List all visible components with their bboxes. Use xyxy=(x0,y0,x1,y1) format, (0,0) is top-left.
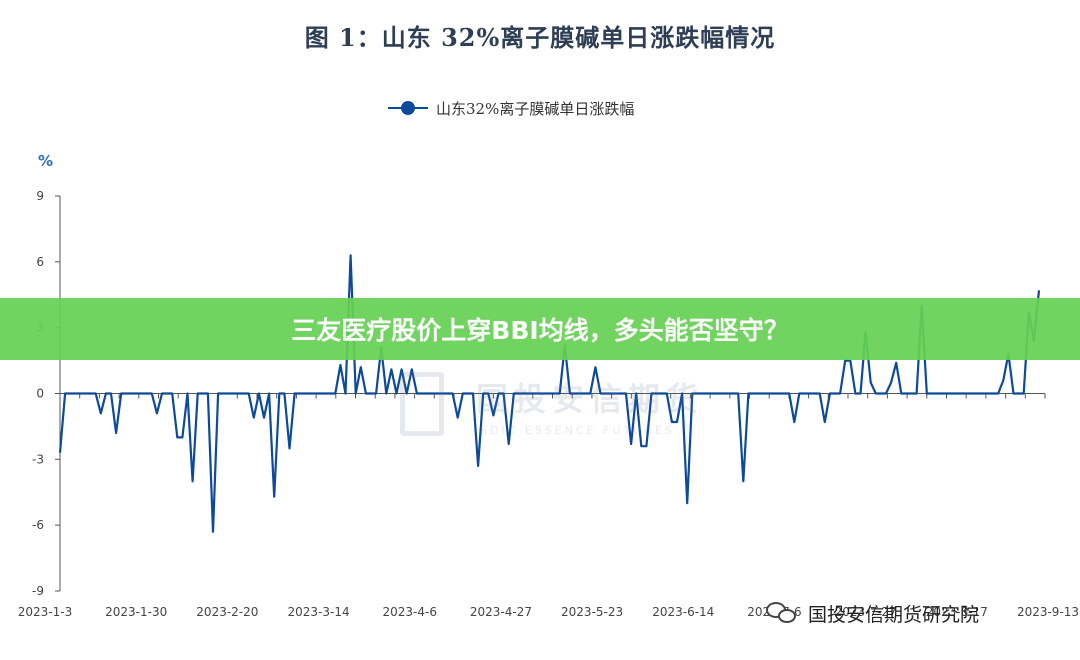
wechat-icon xyxy=(766,600,800,626)
watermark: 国投安信期货 SDIC ESSENCE FUTURES xyxy=(400,372,720,442)
x-tick-label: 2023-9-13 xyxy=(1017,605,1079,619)
watermark-en: SDIC ESSENCE FUTURES xyxy=(480,424,675,437)
source-text: 国投安信期货研究院 xyxy=(808,603,980,626)
legend-label: 山东32%离子膜碱单日涨跌幅 xyxy=(436,99,635,118)
x-tick-label: 2023-4-6 xyxy=(382,605,436,619)
x-tick-label: 2023-3-14 xyxy=(287,605,349,619)
y-tick-label: -6 xyxy=(32,518,44,532)
x-tick-label: 2023-2-20 xyxy=(196,605,258,619)
legend-marker-icon xyxy=(388,98,428,118)
y-axis-unit: % xyxy=(38,152,54,170)
y-tick-label: 6 xyxy=(36,255,44,269)
headline-banner[interactable]: 三友医疗股价上穿BBI均线，多头能否坚守？ xyxy=(0,298,1080,360)
x-tick-label: 2023-1-30 xyxy=(105,605,167,619)
x-tick-label: 2023-1-3 xyxy=(18,605,72,619)
y-tick-label: -3 xyxy=(32,452,44,466)
chart-legend: 山东32%离子膜碱单日涨跌幅 xyxy=(388,96,634,120)
watermark-logo-icon xyxy=(400,372,444,436)
series-line xyxy=(58,254,1041,533)
watermark-cn: 国投安信期货 xyxy=(476,380,705,418)
y-tick-label: 0 xyxy=(36,387,44,401)
x-tick-label: 2023-5-23 xyxy=(561,605,623,619)
headline-text: 三友医疗股价上穿BBI均线，多头能否坚守？ xyxy=(291,316,789,345)
y-tick-label: 9 xyxy=(36,189,44,203)
x-tick-label: 2023-8-17 xyxy=(926,605,988,619)
x-tick-label: 2023-6-14 xyxy=(652,605,714,619)
y-tick-label: -9 xyxy=(32,584,44,598)
x-tick-label: 2023-4-27 xyxy=(470,605,532,619)
figure-title: 图 1：山东 32%离子膜碱单日涨跌幅情况 xyxy=(304,23,776,52)
x-tick-label: 2023-7-27 xyxy=(835,605,897,619)
source-credit: 国投安信期货研究院 xyxy=(766,598,979,628)
